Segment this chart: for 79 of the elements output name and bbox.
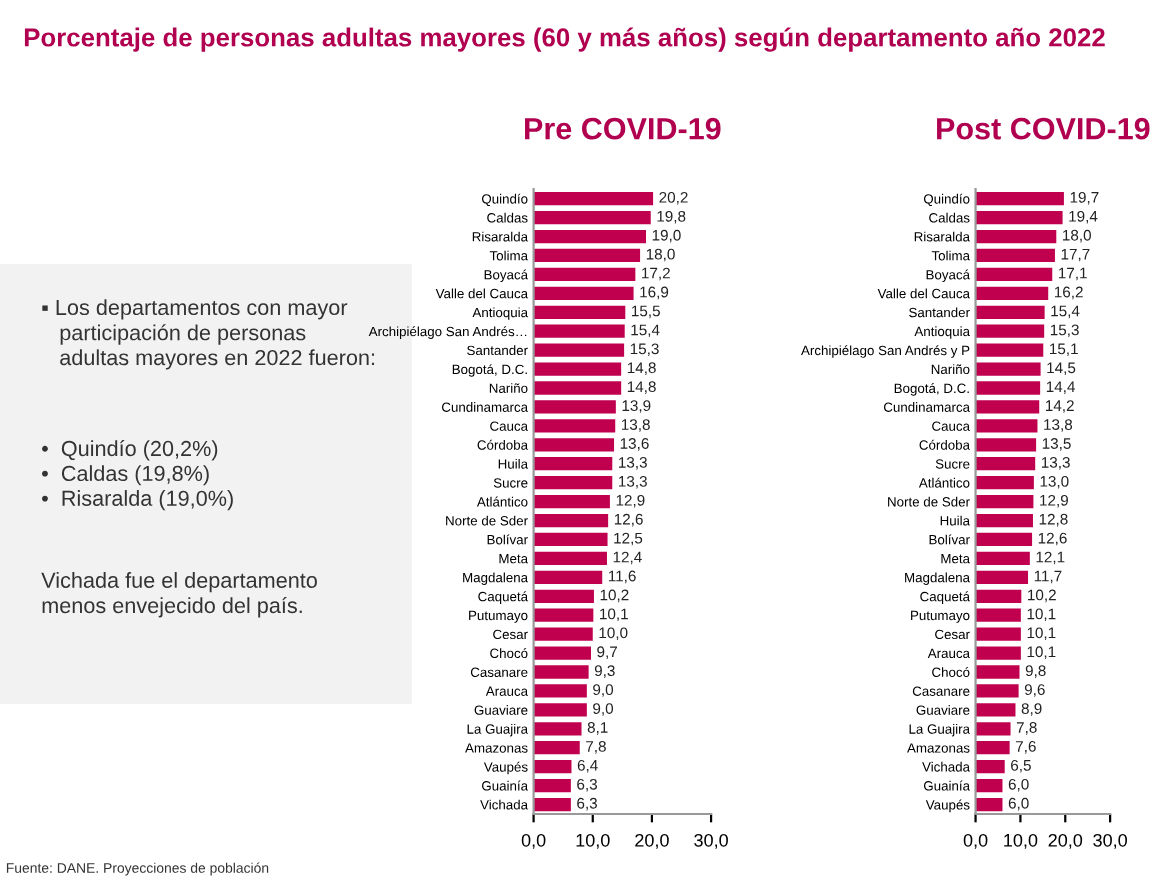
- bar: [975, 589, 1022, 603]
- bar: [533, 570, 603, 584]
- bar: [975, 494, 1034, 509]
- bar: [533, 210, 651, 225]
- bar: [975, 513, 1033, 528]
- bar: [975, 608, 1021, 622]
- bar: [533, 797, 571, 812]
- bar: [533, 760, 572, 774]
- x-tick-label: 0,0: [521, 833, 546, 849]
- bar: [533, 400, 616, 414]
- bar: [975, 438, 1037, 452]
- bar: [975, 192, 1064, 206]
- bar: [975, 665, 1020, 679]
- bar: [975, 248, 1055, 263]
- bar: [533, 513, 609, 528]
- bar: [975, 570, 1029, 584]
- text: Porcentaje de personas adultas mayores (60 y más años) según departamento año 2022: [24, 27, 1105, 52]
- bar: [975, 551, 1030, 566]
- bar: [533, 419, 616, 433]
- bar: [533, 362, 622, 376]
- bar: [975, 381, 1041, 395]
- bar: [975, 703, 1016, 717]
- bar: [975, 286, 1049, 300]
- bar: [975, 646, 1021, 660]
- bar: [975, 684, 1019, 698]
- bar: [533, 438, 615, 452]
- bar: [533, 305, 626, 319]
- bar: [533, 192, 654, 206]
- bar: [975, 797, 1003, 812]
- x-tick-label: 0,0: [963, 833, 988, 849]
- bar: [975, 210, 1063, 225]
- x-tick-label: 10,0: [576, 833, 610, 849]
- bar: [975, 722, 1011, 736]
- bar: [975, 305, 1045, 319]
- bar: [975, 457, 1036, 471]
- bar: [975, 400, 1040, 414]
- bar: [533, 457, 613, 471]
- text: Vichada fue el departamento menos envejecido del país.: [41, 572, 317, 618]
- bar: [975, 741, 1010, 755]
- x-tick-label: 30,0: [694, 833, 728, 849]
- bar: [533, 494, 610, 509]
- bar: [533, 741, 580, 755]
- bar: [533, 684, 587, 698]
- bar: [533, 476, 613, 490]
- x-tick-label: 20,0: [1048, 833, 1083, 849]
- bar: [533, 229, 646, 244]
- bar: [533, 608, 594, 622]
- bar: [975, 778, 1003, 793]
- chart-title: Post COVID-19: [937, 117, 1150, 140]
- chart-title: Pre COVID-19: [525, 117, 721, 140]
- bar: [975, 760, 1005, 774]
- bar: [533, 324, 625, 338]
- bar: [975, 532, 1033, 547]
- bar: [533, 551, 607, 566]
- bar: [533, 286, 634, 300]
- bar: [533, 248, 641, 263]
- bar: [975, 229, 1057, 244]
- bar: [533, 381, 622, 395]
- bar: [975, 362, 1041, 376]
- x-tick-label: 10,0: [1004, 833, 1038, 849]
- bar: [533, 589, 594, 603]
- x-tick-label: 30,0: [1093, 833, 1127, 849]
- bar: [533, 778, 571, 793]
- x-tick-label: 20,0: [635, 833, 669, 849]
- bar: [533, 722, 582, 736]
- bar: [533, 646, 591, 660]
- bar: [975, 627, 1021, 641]
- bar: [533, 703, 587, 717]
- bar: [975, 476, 1034, 490]
- bar: [533, 532, 608, 547]
- bar: [533, 665, 589, 679]
- bar: [533, 267, 636, 282]
- text: • Quindío (20,2%) • Caldas (19,8%) • Risaralda (19,0%): [42, 439, 233, 511]
- bar: [533, 343, 625, 357]
- bar: [975, 267, 1053, 282]
- bar: [975, 343, 1044, 357]
- bar: [975, 419, 1038, 433]
- bar: [533, 627, 593, 641]
- bar: [975, 324, 1045, 338]
